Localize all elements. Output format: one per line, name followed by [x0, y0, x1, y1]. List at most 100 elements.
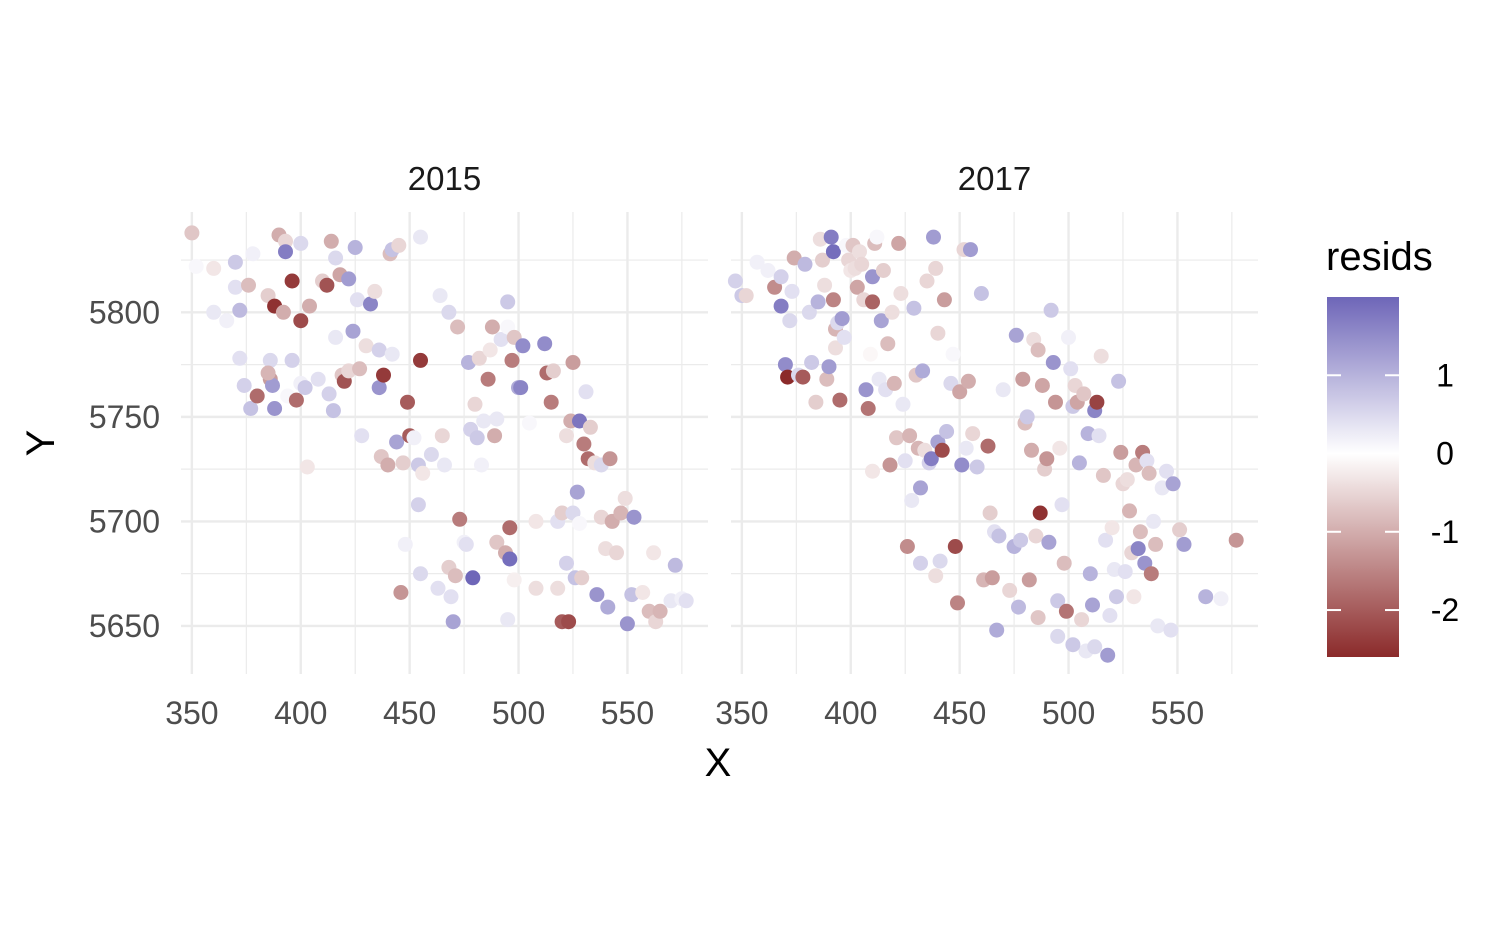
scatter-point: [413, 352, 428, 368]
scatter-point: [797, 256, 813, 272]
scatter-point: [849, 279, 865, 295]
scatter-point: [441, 304, 457, 320]
scatter-point: [617, 490, 633, 506]
scatter-point: [328, 329, 344, 345]
scatter-point: [415, 465, 431, 481]
scatter-point: [545, 363, 561, 379]
scatter-point: [265, 378, 280, 393]
scatter-point: [825, 244, 841, 260]
scatter-point: [1063, 361, 1079, 377]
scatter-point: [865, 463, 880, 479]
scatter-point: [445, 614, 461, 630]
scatter-point: [559, 428, 574, 444]
scatter-point: [376, 367, 391, 383]
scatter-point: [589, 587, 605, 603]
scatter-point: [347, 240, 363, 255]
scatter-point: [1126, 589, 1142, 605]
scatter-point: [1113, 444, 1129, 460]
scatter-point: [945, 346, 961, 362]
legend-tick-label: -2: [1431, 592, 1459, 628]
scatter-point: [782, 313, 798, 329]
panel-2017: 2017 350 400 450 500 550: [715, 160, 1258, 731]
scatter-point: [465, 570, 481, 586]
scatter-point: [341, 271, 357, 287]
scatter-point: [906, 300, 922, 316]
scatter-point: [825, 292, 841, 308]
scatter-point: [980, 438, 996, 454]
scatter-point: [565, 355, 581, 370]
scatter-point: [602, 451, 618, 467]
scatter-point: [293, 235, 309, 251]
scatter-point: [232, 350, 248, 366]
scatter-point: [973, 286, 989, 301]
scatter-point: [1095, 467, 1111, 483]
scatter-point: [749, 254, 765, 270]
scatter-point: [432, 288, 448, 304]
scatter-point: [913, 555, 928, 571]
scatter-point: [297, 380, 313, 396]
scatter-point: [821, 359, 837, 375]
scatter-point: [245, 246, 261, 262]
scatter-point: [413, 229, 428, 245]
scatter-point: [1076, 386, 1092, 402]
scatter-point: [310, 371, 326, 387]
scatter-point: [784, 283, 800, 299]
scatter-point: [932, 553, 948, 569]
scatter-point: [363, 296, 378, 312]
scatter-point: [504, 352, 520, 368]
scatter-point: [1146, 513, 1161, 529]
scatter-point: [854, 256, 870, 272]
scatter-point: [902, 428, 918, 444]
scatter-point: [795, 369, 811, 385]
scatter-point: [891, 235, 907, 251]
scatter-point: [934, 442, 950, 458]
scatter-point: [886, 375, 902, 391]
scatter-point: [1024, 442, 1039, 458]
scatter-point: [875, 263, 891, 278]
scatter-point: [869, 229, 885, 245]
scatter-point: [801, 304, 817, 320]
scatter-point: [915, 363, 931, 379]
scatter-point: [345, 323, 361, 339]
scatter-point: [443, 589, 459, 605]
scatter-point: [815, 252, 830, 268]
scatter-point: [1054, 497, 1070, 513]
scatter-point: [865, 294, 880, 310]
scatter-point: [528, 580, 544, 596]
scatter-point: [1065, 637, 1081, 653]
scatter-point: [939, 424, 955, 439]
scatter-point: [1111, 373, 1127, 389]
scatter-point: [1074, 612, 1090, 628]
scatter-point: [572, 413, 587, 429]
scatter-point: [400, 394, 415, 410]
scatter-point: [884, 304, 900, 320]
scatter-point: [1159, 463, 1174, 479]
scatter-point: [1011, 599, 1026, 615]
y-tick-label: 5700: [89, 503, 160, 539]
scatter-point: [450, 319, 466, 335]
scatter-point: [489, 411, 505, 427]
scatter-point: [882, 457, 898, 473]
scatter-point: [1050, 628, 1066, 644]
scatter-point: [926, 229, 941, 245]
scatter-point: [578, 384, 594, 400]
scatter-point: [860, 401, 876, 416]
scatter-point: [950, 595, 965, 611]
scatter-point: [380, 457, 396, 473]
scatter-point: [284, 273, 300, 289]
scatter-point: [349, 292, 365, 308]
scatter-point: [323, 233, 339, 249]
scatter-point: [325, 403, 341, 419]
scatter-point: [354, 428, 370, 444]
scatter-point: [960, 373, 976, 389]
scatter-point: [515, 338, 531, 354]
scatter-point: [1061, 329, 1076, 345]
scatter-point: [299, 459, 315, 475]
scatter-point: [1141, 465, 1157, 481]
scatter-point: [493, 332, 509, 347]
scatter-point: [397, 536, 413, 552]
scatter-point: [810, 294, 826, 310]
scatter-point: [952, 384, 968, 400]
